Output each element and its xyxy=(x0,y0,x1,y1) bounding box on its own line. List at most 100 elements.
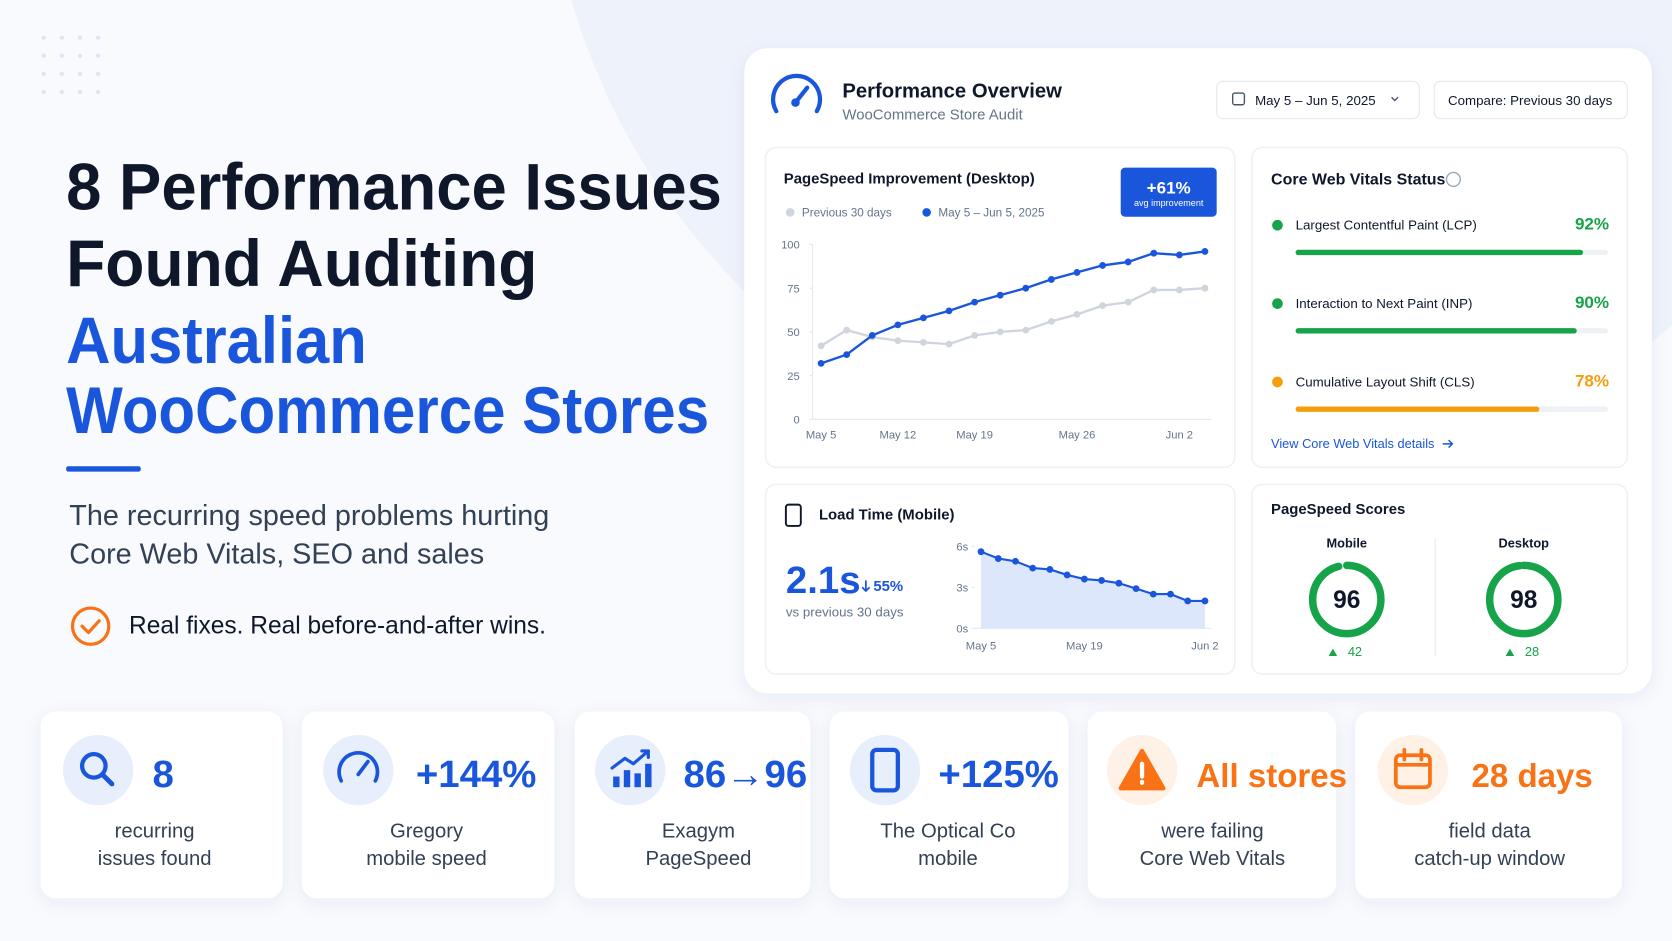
headline: Found Auditing xyxy=(66,227,537,301)
point xyxy=(1063,571,1071,579)
y-tick-label: 100 xyxy=(781,240,800,252)
stat-card xyxy=(301,711,555,899)
point xyxy=(1080,575,1088,583)
subtitle: Core Web Vitals, SEO and sales xyxy=(69,538,484,570)
vital-value: 90% xyxy=(1575,293,1609,312)
stat-label: were failing xyxy=(1160,820,1263,842)
down-arrow xyxy=(861,580,871,593)
point xyxy=(1150,249,1158,257)
dashboard-icon-hub xyxy=(791,98,800,107)
panel-title: Core Web Vitals Status xyxy=(1271,172,1446,189)
stat-label: mobile speed xyxy=(366,848,486,870)
scores-panel xyxy=(1251,483,1629,675)
load-note: vs previous 30 days xyxy=(786,605,904,620)
panel-title: PageSpeed Improvement (Desktop) xyxy=(784,171,1035,188)
point xyxy=(1073,269,1081,276)
load-value: 2.1s xyxy=(786,559,861,602)
stat-label: recurring xyxy=(115,820,195,842)
dashboard-subtitle: WooCommerce Store Audit xyxy=(842,107,1023,124)
point xyxy=(1124,258,1132,266)
tagline: Real fixes. Real before-and-after wins. xyxy=(129,613,546,640)
load-change: 55% xyxy=(873,578,903,595)
point xyxy=(817,342,825,350)
score-label: Desktop xyxy=(1499,535,1550,550)
pagespeed-panel xyxy=(764,146,1236,469)
vital-value: 92% xyxy=(1575,215,1609,234)
x-tick-label: May 26 xyxy=(1059,430,1096,442)
dot-pattern xyxy=(41,35,101,95)
stat-value: +144% xyxy=(416,753,537,796)
area xyxy=(981,551,1205,629)
x-tick-label: May 5 xyxy=(806,430,836,442)
score-change: 42 xyxy=(1348,644,1362,659)
dashboard-icon xyxy=(770,73,823,114)
score-change: 28 xyxy=(1525,644,1539,659)
gauge-icon xyxy=(337,750,380,783)
icon-bg xyxy=(323,734,394,806)
point xyxy=(920,338,927,346)
underline xyxy=(66,466,141,472)
x-tick-label: May 19 xyxy=(1066,641,1103,653)
stat-value: 8 xyxy=(152,753,173,796)
stat-card xyxy=(829,711,1069,899)
stat-label: field data xyxy=(1449,820,1532,842)
help-icon[interactable] xyxy=(1445,171,1461,187)
point xyxy=(1099,262,1106,269)
x-tick-label: Jun 2 xyxy=(1191,641,1218,653)
vital-name: Largest Contentful Paint (LCP) xyxy=(1296,218,1477,233)
stat-cards xyxy=(40,711,1622,899)
compare-button[interactable] xyxy=(1433,80,1628,120)
y-tick-label: 25 xyxy=(787,371,799,383)
status-dot xyxy=(1272,219,1283,231)
search-icon xyxy=(79,752,108,780)
point xyxy=(1175,286,1183,294)
x-tick-label: Jun 2 xyxy=(1166,430,1193,442)
line xyxy=(820,250,1206,365)
stat-label: Gregory xyxy=(390,820,464,842)
stat-label: PageSpeed xyxy=(646,848,752,870)
point xyxy=(1022,326,1030,334)
date-picker[interactable] xyxy=(1216,80,1420,120)
icon-bg xyxy=(1377,734,1449,806)
point xyxy=(996,291,1004,299)
headline-highlight: WooCommerce Stores xyxy=(66,374,709,448)
point xyxy=(1201,597,1209,605)
bar xyxy=(1295,249,1584,256)
point xyxy=(1149,590,1157,598)
point xyxy=(1132,585,1140,593)
check-icon xyxy=(70,606,111,646)
y-tick-label: 6s xyxy=(956,541,968,553)
y-tick-label: 50 xyxy=(787,327,799,339)
stat-value: 86→96 xyxy=(684,753,808,796)
up-triangle xyxy=(1328,648,1338,657)
point xyxy=(994,555,1002,562)
point xyxy=(1115,579,1123,587)
point xyxy=(1047,317,1055,325)
point xyxy=(971,298,979,306)
bar xyxy=(1295,328,1577,334)
score-label: Mobile xyxy=(1327,535,1367,550)
badge-value: +61% xyxy=(1147,178,1191,197)
badge-label: avg improvement xyxy=(1134,198,1204,208)
legend-label: May 5 – Jun 5, 2025 xyxy=(938,207,1045,220)
stat-value: 28 days xyxy=(1472,758,1593,795)
check-mark xyxy=(80,619,101,635)
chart-icon-trend xyxy=(610,749,650,770)
vitals-link[interactable]: View Core Web Vitals details xyxy=(1271,436,1434,451)
x-tick-label: May 5 xyxy=(966,641,996,653)
stat-card xyxy=(1355,711,1622,899)
point xyxy=(971,331,979,339)
x-tick-label: May 19 xyxy=(956,430,993,442)
vital-name: Cumulative Layout Shift (CLS) xyxy=(1296,374,1475,389)
stat-label: catch-up window xyxy=(1414,848,1565,870)
point xyxy=(1184,597,1192,605)
stat-label: Exagym xyxy=(662,820,735,842)
panel-title: Load Time (Mobile) xyxy=(819,507,955,524)
y-tick-label: 3s xyxy=(956,583,968,595)
point xyxy=(945,307,953,315)
score-value: 96 xyxy=(1333,587,1360,614)
point xyxy=(817,359,825,367)
point xyxy=(894,337,902,345)
point xyxy=(894,321,902,329)
